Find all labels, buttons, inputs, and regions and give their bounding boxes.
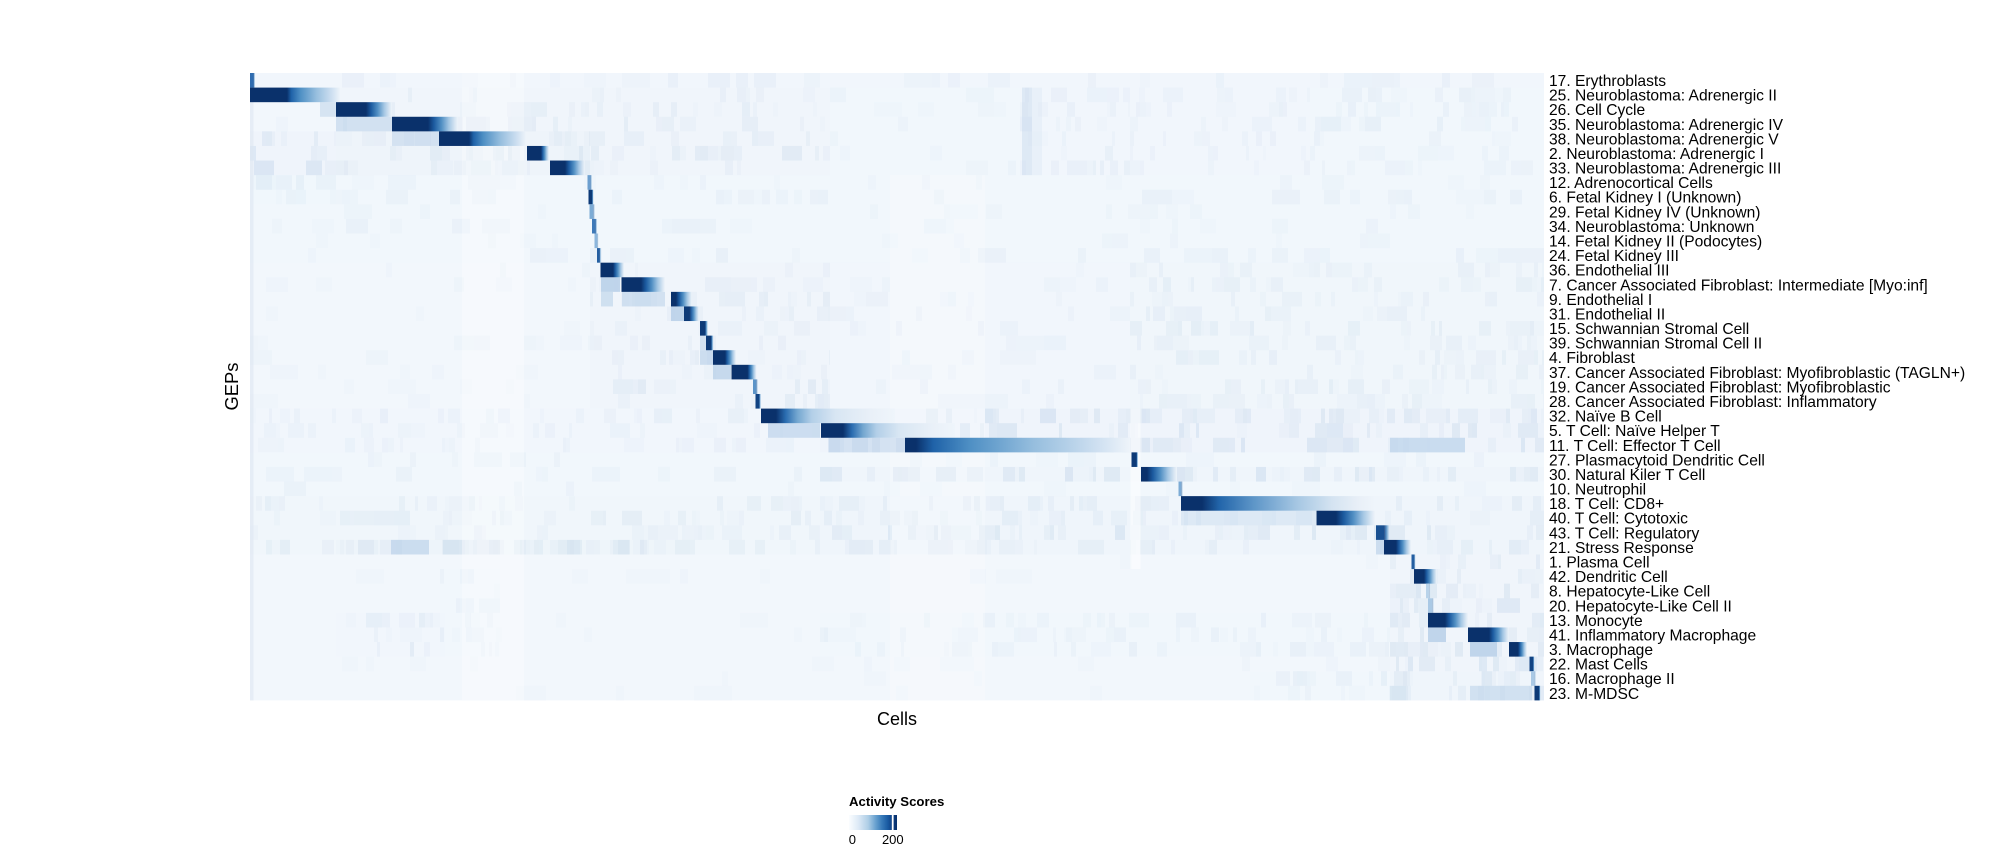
svg-text:34. Neuroblastoma: Unknown: 34. Neuroblastoma: Unknown	[1549, 219, 1754, 236]
svg-text:Cells: Cells	[877, 709, 917, 729]
svg-text:25. Neuroblastoma: Adrenergic: 25. Neuroblastoma: Adrenergic II	[1549, 88, 1777, 105]
svg-text:3. Macrophage: 3. Macrophage	[1549, 642, 1653, 659]
svg-text:1. Plasma Cell: 1. Plasma Cell	[1549, 554, 1650, 571]
svg-text:24. Fetal Kidney III: 24. Fetal Kidney III	[1549, 248, 1679, 265]
svg-text:31. Endothelial II: 31. Endothelial II	[1549, 306, 1665, 323]
svg-text:32. Naïve B Cell: 32. Naïve B Cell	[1549, 409, 1662, 426]
svg-text:5. T Cell: Naïve Helper T: 5. T Cell: Naïve Helper T	[1549, 423, 1720, 440]
svg-text:26. Cell Cycle: 26. Cell Cycle	[1549, 102, 1645, 119]
svg-text:40. T Cell: Cytotoxic: 40. T Cell: Cytotoxic	[1549, 511, 1688, 528]
svg-text:2. Neuroblastoma: Adrenergic I: 2. Neuroblastoma: Adrenergic I	[1549, 146, 1764, 163]
svg-text:6. Fetal Kidney I (Unknown): 6. Fetal Kidney I (Unknown)	[1549, 190, 1741, 207]
svg-text:36. Endothelial III: 36. Endothelial III	[1549, 263, 1670, 280]
svg-text:14. Fetal Kidney II (Podocytes: 14. Fetal Kidney II (Podocytes)	[1549, 233, 1762, 250]
svg-text:22. Mast Cells: 22. Mast Cells	[1549, 657, 1648, 674]
svg-text:8. Hepatocyte-Like Cell: 8. Hepatocyte-Like Cell	[1549, 584, 1710, 601]
svg-text:16. Macrophage II: 16. Macrophage II	[1549, 671, 1675, 688]
svg-text:GEPs: GEPs	[221, 362, 242, 410]
svg-text:42. Dendritic Cell: 42. Dendritic Cell	[1549, 569, 1668, 586]
svg-text:33. Neuroblastoma: Adrenergic: 33. Neuroblastoma: Adrenergic III	[1549, 161, 1781, 178]
svg-text:Activity Scores: Activity Scores	[849, 794, 944, 809]
svg-text:20. Hepatocyte-Like Cell II: 20. Hepatocyte-Like Cell II	[1549, 598, 1732, 615]
svg-text:11. T Cell: Effector T Cell: 11. T Cell: Effector T Cell	[1549, 438, 1721, 455]
svg-text:19. Cancer Associated Fibrobla: 19. Cancer Associated Fibroblast: Myofib…	[1549, 379, 1891, 396]
svg-text:38. Neuroblastoma: Adrenergic: 38. Neuroblastoma: Adrenergic V	[1549, 131, 1779, 148]
svg-text:27. Plasmacytoid Dendritic Cel: 27. Plasmacytoid Dendritic Cell	[1549, 452, 1765, 469]
svg-text:12. Adrenocortical Cells: 12. Adrenocortical Cells	[1549, 175, 1713, 192]
svg-text:29. Fetal Kidney IV (Unknown): 29. Fetal Kidney IV (Unknown)	[1549, 204, 1760, 221]
svg-text:7. Cancer Associated Fibroblas: 7. Cancer Associated Fibroblast: Interme…	[1549, 277, 1928, 294]
svg-text:28. Cancer Associated Fibrobla: 28. Cancer Associated Fibroblast: Inflam…	[1549, 394, 1877, 411]
svg-text:10. Neutrophil: 10. Neutrophil	[1549, 482, 1646, 499]
svg-text:37. Cancer Associated Fibrobla: 37. Cancer Associated Fibroblast: Myofib…	[1549, 365, 1965, 382]
svg-text:23. M-MDSC: 23. M-MDSC	[1549, 686, 1639, 703]
svg-text:200: 200	[882, 832, 904, 847]
svg-text:15. Schwannian Stromal Cell: 15. Schwannian Stromal Cell	[1549, 321, 1749, 338]
svg-text:41. Inflammatory Macrophage: 41. Inflammatory Macrophage	[1549, 627, 1756, 644]
svg-text:13. Monocyte: 13. Monocyte	[1549, 613, 1643, 630]
svg-text:9. Endothelial I: 9. Endothelial I	[1549, 292, 1652, 309]
svg-text:0: 0	[849, 832, 856, 847]
svg-text:35. Neuroblastoma: Adrenergic: 35. Neuroblastoma: Adrenergic IV	[1549, 117, 1784, 134]
svg-text:18. T Cell: CD8+: 18. T Cell: CD8+	[1549, 496, 1664, 513]
svg-text:4. Fibroblast: 4. Fibroblast	[1549, 350, 1635, 367]
svg-text:17. Erythroblasts: 17. Erythroblasts	[1549, 73, 1666, 90]
svg-text:39. Schwannian Stromal Cell II: 39. Schwannian Stromal Cell II	[1549, 336, 1762, 353]
svg-text:21. Stress Response: 21. Stress Response	[1549, 540, 1694, 557]
svg-text:43. T Cell: Regulatory: 43. T Cell: Regulatory	[1549, 525, 1699, 542]
svg-text:30. Natural Kiler T Cell: 30. Natural Kiler T Cell	[1549, 467, 1705, 484]
